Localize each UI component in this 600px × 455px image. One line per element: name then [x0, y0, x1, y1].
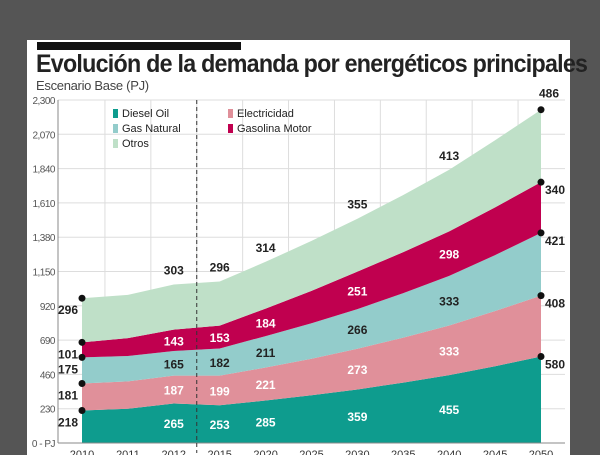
data-label: 143 [164, 334, 184, 348]
data-label: 218 [58, 415, 78, 429]
data-label: 333 [439, 295, 459, 309]
data-label: 181 [58, 388, 78, 402]
data-point [78, 338, 86, 346]
data-label: 265 [164, 417, 184, 431]
data-label: 314 [256, 241, 276, 255]
y-tick-label: 690 [40, 336, 56, 347]
data-label: 303 [164, 263, 184, 277]
area-diesel-oil [82, 356, 541, 443]
data-label: 273 [347, 363, 367, 377]
data-label: 333 [439, 344, 459, 358]
y-tick-label: 920 [40, 302, 56, 313]
data-label: 359 [347, 410, 367, 424]
legend-label: Otros [122, 138, 149, 150]
x-tick-label: 2030 [345, 449, 369, 455]
y-tick-label: 1,610 [32, 199, 55, 210]
data-point [537, 292, 545, 300]
data-label: 251 [347, 284, 367, 298]
legend-swatch [113, 124, 118, 133]
legend-label: Gasolina Motor [237, 123, 312, 135]
x-tick-label: 2045 [483, 449, 507, 455]
data-label: 165 [164, 357, 184, 371]
y-tick-label: 1,150 [32, 268, 55, 279]
data-label: 253 [210, 418, 230, 432]
y-tick-label: 0 - PJ [32, 439, 56, 450]
legend-label: Electricidad [237, 108, 294, 120]
data-label: 580 [545, 358, 565, 372]
x-tick-label: 2025 [299, 449, 323, 455]
x-tick-label: 2020 [253, 449, 277, 455]
x-tick-label: 2040 [437, 449, 461, 455]
data-label: 455 [439, 403, 459, 417]
data-label: 187 [164, 384, 184, 398]
data-point [78, 379, 86, 387]
data-label: 175 [58, 362, 78, 376]
legend-swatch [113, 139, 118, 148]
x-tick-label: 2012 [162, 449, 186, 455]
legend-swatch [113, 109, 118, 118]
y-tick-label: 460 [40, 370, 56, 381]
y-tick-label: 1,380 [32, 233, 55, 244]
header-bar [37, 42, 241, 50]
data-label: 184 [256, 316, 276, 330]
data-label: 296 [58, 303, 78, 317]
data-point [537, 229, 545, 237]
legend-swatch [228, 109, 233, 118]
x-tick-label: 2010 [70, 449, 94, 455]
legend-swatch [228, 124, 233, 133]
y-tick-label: 1,840 [32, 165, 55, 176]
data-label: 182 [210, 356, 230, 370]
data-label: 199 [210, 384, 230, 398]
data-label: 340 [545, 183, 565, 197]
area-gas-natural [82, 232, 541, 384]
data-point [537, 353, 545, 361]
data-label: 153 [210, 331, 230, 345]
x-tick-label: 2015 [207, 449, 231, 455]
x-tick-label: 2035 [391, 449, 415, 455]
data-label: 221 [256, 378, 276, 392]
data-point [537, 178, 545, 186]
x-tick-label: 2050 [529, 449, 553, 455]
data-label: 408 [545, 297, 565, 311]
data-label: 211 [256, 346, 276, 360]
data-label: 296 [210, 260, 230, 274]
data-label: 285 [256, 416, 276, 430]
data-point [78, 353, 86, 361]
data-point [78, 294, 86, 302]
legend-label: Diesel Oil [122, 108, 169, 120]
legend-label: Gas Natural [122, 123, 181, 135]
chart-subtitle: Escenario Base (PJ) [36, 78, 149, 93]
data-label: 413 [439, 149, 459, 163]
y-tick-label: 2,300 [32, 96, 55, 107]
x-tick-label: 2011 [116, 449, 140, 455]
chart-title: Evolución de la demanda por energéticos … [36, 50, 588, 78]
area-gasolina-motor [82, 182, 541, 358]
y-tick-label: 2,070 [32, 130, 55, 141]
data-point [78, 406, 86, 414]
data-label: 421 [545, 234, 565, 248]
data-label: 355 [347, 198, 367, 212]
data-point [537, 106, 545, 114]
data-label: 266 [347, 323, 367, 337]
y-tick-label: 230 [40, 405, 56, 416]
data-label: 298 [439, 248, 459, 262]
data-label: 101 [58, 347, 78, 361]
data-label: 486 [539, 87, 559, 101]
